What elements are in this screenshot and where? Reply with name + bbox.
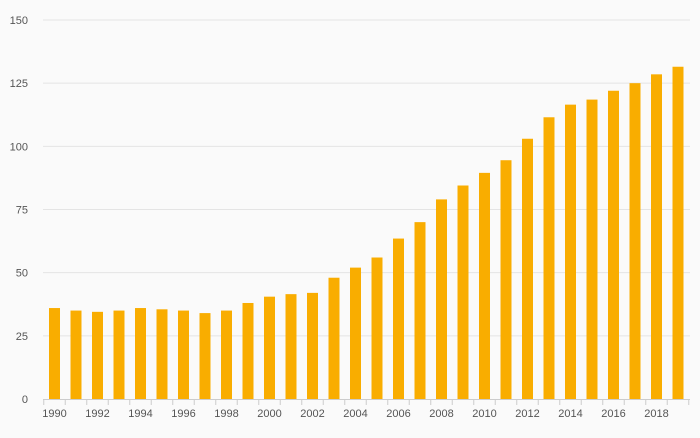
bar-2011 (500, 160, 512, 399)
x-tick-label: 1996 (171, 408, 195, 420)
y-tick-label: 25 (16, 331, 28, 343)
bar-1992 (92, 311, 103, 399)
bar-1996 (178, 310, 189, 399)
bar-2014 (565, 104, 576, 399)
bar-2006 (393, 238, 404, 399)
x-tick-label: 1994 (128, 408, 152, 420)
y-tick-label: 50 (16, 268, 28, 280)
bar-2000 (264, 296, 275, 399)
bar-1998 (221, 310, 232, 399)
bar-2009 (457, 185, 469, 399)
x-tick-label: 2018 (644, 408, 668, 420)
x-tick-label: 2012 (515, 408, 539, 420)
gridlines (43, 19, 690, 337)
y-tick-label: 150 (10, 15, 28, 27)
x-tick-label: 2002 (300, 408, 324, 420)
bar-2018 (651, 74, 662, 399)
bar-2008 (436, 199, 447, 399)
bar-1991 (70, 310, 82, 399)
x-tick-label: 2016 (601, 408, 625, 420)
bar-1995 (156, 309, 168, 399)
bar-1997 (199, 313, 211, 399)
bar-2010 (479, 172, 490, 399)
x-tick-label: 2004 (343, 408, 367, 420)
y-tick-label: 75 (16, 205, 28, 217)
x-tick-label: 2014 (558, 408, 582, 420)
bar-2004 (350, 267, 361, 399)
bar-2016 (608, 90, 619, 399)
y-tick-label: 125 (10, 78, 28, 90)
y-tick-labels: 0 25 50 75 100 125 150 (10, 15, 28, 406)
bar-1999 (242, 302, 254, 399)
bar-2013 (543, 117, 555, 399)
bar-2019 (672, 66, 684, 399)
x-tick-label: 2010 (472, 408, 496, 420)
bar-1990 (49, 308, 60, 399)
bar-2001 (285, 294, 297, 399)
x-tick-label: 2006 (386, 408, 410, 420)
bars (49, 66, 684, 400)
bar-2012 (522, 138, 533, 399)
bar-1993 (113, 310, 125, 399)
bar-2002 (307, 292, 318, 399)
bar-2005 (371, 257, 383, 399)
x-tick-labels: 1990 1992 1994 1996 1998 2000 2002 2004 2006 2008… (42, 408, 668, 420)
bar-2007 (414, 222, 426, 399)
x-tick-label: 1998 (214, 408, 238, 420)
bar-2003 (328, 277, 340, 399)
y-tick-label: 100 (10, 141, 28, 153)
bar-2017 (629, 83, 641, 400)
y-tick-label: 0 (22, 394, 28, 406)
x-tick-label: 1992 (85, 408, 109, 420)
x-tick-label: 2008 (429, 408, 453, 420)
x-tick-label: 2000 (257, 408, 281, 420)
x-tick-label: 1990 (42, 408, 66, 420)
bar-1994 (135, 308, 146, 399)
bar-2015 (586, 99, 598, 399)
x-axis (43, 399, 690, 405)
